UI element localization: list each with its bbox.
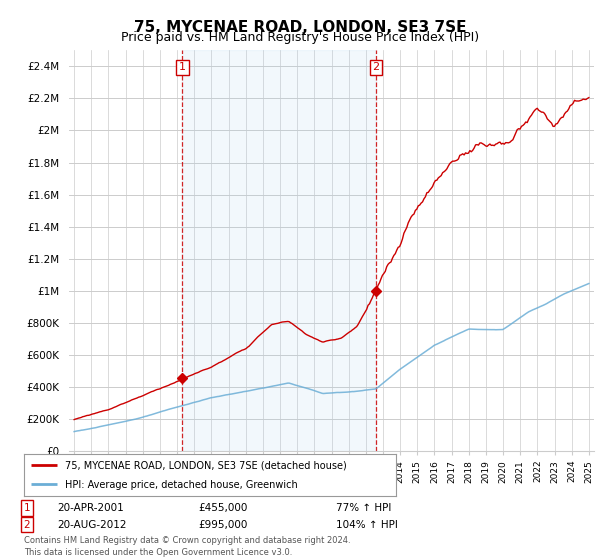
Text: £995,000: £995,000 [198, 520, 247, 530]
Text: 2: 2 [23, 520, 31, 530]
Text: Price paid vs. HM Land Registry's House Price Index (HPI): Price paid vs. HM Land Registry's House … [121, 31, 479, 44]
Text: 104% ↑ HPI: 104% ↑ HPI [336, 520, 398, 530]
Text: 20-AUG-2012: 20-AUG-2012 [57, 520, 127, 530]
Text: 77% ↑ HPI: 77% ↑ HPI [336, 503, 391, 513]
Text: HPI: Average price, detached house, Greenwich: HPI: Average price, detached house, Gree… [65, 480, 298, 489]
Text: 20-APR-2001: 20-APR-2001 [57, 503, 124, 513]
Text: 1: 1 [179, 62, 186, 72]
Text: 75, MYCENAE ROAD, LONDON, SE3 7SE: 75, MYCENAE ROAD, LONDON, SE3 7SE [134, 20, 466, 35]
Text: 1: 1 [23, 503, 31, 513]
Text: 75, MYCENAE ROAD, LONDON, SE3 7SE (detached house): 75, MYCENAE ROAD, LONDON, SE3 7SE (detac… [65, 460, 347, 470]
Text: £455,000: £455,000 [198, 503, 247, 513]
Text: Contains HM Land Registry data © Crown copyright and database right 2024.
This d: Contains HM Land Registry data © Crown c… [24, 536, 350, 557]
Text: 2: 2 [373, 62, 380, 72]
Bar [182, 50, 376, 451]
